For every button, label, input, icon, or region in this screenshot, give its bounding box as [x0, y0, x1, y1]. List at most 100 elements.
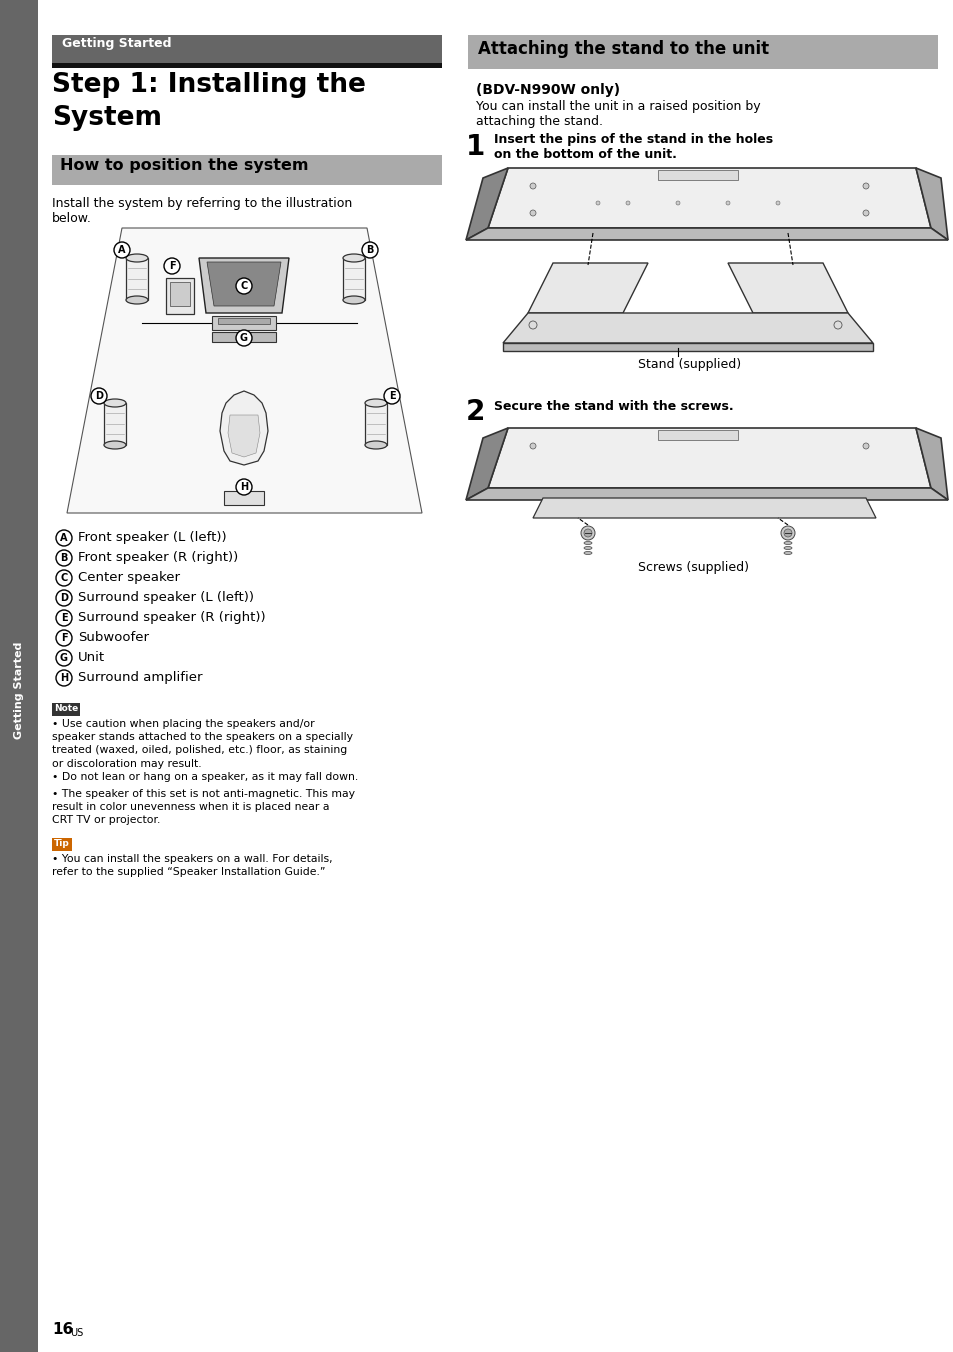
Polygon shape [199, 258, 289, 314]
Text: Unit: Unit [78, 652, 105, 664]
Bar [52, 703, 80, 717]
Polygon shape [465, 488, 947, 500]
Text: • Use caution when placing the speakers and/or
speaker stands attached to the sp: • Use caution when placing the speakers … [52, 719, 353, 768]
Circle shape [56, 530, 71, 546]
Bar [468, 35, 937, 69]
Ellipse shape [126, 254, 148, 262]
Circle shape [862, 443, 868, 449]
Polygon shape [465, 228, 947, 241]
Text: US: US [70, 1328, 83, 1338]
Bar [52, 35, 441, 64]
Circle shape [583, 529, 592, 537]
Text: F: F [169, 261, 175, 270]
Circle shape [56, 630, 71, 646]
Text: Front speaker (L (left)): Front speaker (L (left)) [78, 531, 227, 544]
Text: F: F [61, 633, 68, 644]
Ellipse shape [343, 254, 365, 262]
Circle shape [625, 201, 629, 206]
Circle shape [56, 589, 71, 606]
Text: below.: below. [52, 212, 91, 224]
Text: System: System [52, 105, 162, 131]
Ellipse shape [783, 546, 791, 549]
Ellipse shape [343, 296, 365, 304]
Text: Screws (supplied): Screws (supplied) [638, 561, 748, 575]
Circle shape [775, 201, 780, 206]
Text: E: E [61, 612, 68, 623]
Text: Step 1: Installing the: Step 1: Installing the [52, 72, 366, 97]
Text: Surround speaker (L (left)): Surround speaker (L (left)) [78, 591, 253, 604]
Polygon shape [915, 168, 947, 241]
Text: • Do not lean or hang on a speaker, as it may fall down.: • Do not lean or hang on a speaker, as i… [52, 772, 358, 781]
Text: D: D [95, 391, 103, 402]
Circle shape [164, 258, 180, 274]
Bar [365, 403, 387, 445]
Bar [212, 333, 275, 342]
Circle shape [530, 210, 536, 216]
Polygon shape [207, 262, 281, 306]
Bar [170, 283, 190, 306]
Circle shape [530, 183, 536, 189]
Bar [52, 64, 441, 68]
Text: H: H [60, 673, 68, 683]
Text: attaching the stand.: attaching the stand. [476, 115, 602, 128]
Text: You can install the unit in a raised position by: You can install the unit in a raised pos… [476, 100, 760, 114]
Text: Surround amplifier: Surround amplifier [78, 671, 202, 684]
Polygon shape [488, 168, 930, 228]
Text: Stand (supplied): Stand (supplied) [638, 358, 740, 370]
Circle shape [56, 571, 71, 585]
Circle shape [580, 526, 595, 539]
Polygon shape [533, 498, 875, 518]
Text: Subwoofer: Subwoofer [78, 631, 149, 644]
Text: Attaching the stand to the unit: Attaching the stand to the unit [477, 41, 768, 58]
Circle shape [862, 210, 868, 216]
Circle shape [862, 183, 868, 189]
Circle shape [725, 201, 729, 206]
Ellipse shape [126, 296, 148, 304]
Text: • You can install the speakers on a wall. For details,
refer to the supplied “Sp: • You can install the speakers on a wall… [52, 854, 333, 877]
Polygon shape [527, 264, 647, 314]
Text: Install the system by referring to the illustration: Install the system by referring to the i… [52, 197, 352, 210]
Polygon shape [220, 391, 268, 465]
Text: E: E [388, 391, 395, 402]
Text: 16: 16 [52, 1322, 73, 1337]
Text: Getting Started: Getting Started [14, 641, 24, 738]
Polygon shape [727, 264, 847, 314]
Text: G: G [60, 653, 68, 662]
Ellipse shape [104, 399, 126, 407]
Polygon shape [502, 343, 872, 352]
Circle shape [596, 201, 599, 206]
Polygon shape [465, 429, 507, 500]
Ellipse shape [365, 441, 387, 449]
Bar [224, 491, 264, 506]
Circle shape [113, 242, 130, 258]
Bar [104, 403, 126, 445]
Bar [0, 0, 38, 1352]
Circle shape [833, 320, 841, 329]
Text: A: A [60, 533, 68, 544]
Text: A: A [118, 245, 126, 256]
Text: Getting Started: Getting Started [62, 37, 172, 50]
Circle shape [384, 388, 399, 404]
Bar [52, 838, 71, 850]
Circle shape [529, 320, 537, 329]
Circle shape [56, 550, 71, 566]
Bar [218, 318, 270, 324]
Text: Surround speaker (R (right)): Surround speaker (R (right)) [78, 611, 265, 625]
Bar [343, 258, 365, 300]
Text: • The speaker of this set is not anti-magnetic. This may
result in color unevenn: • The speaker of this set is not anti-ma… [52, 790, 355, 826]
Circle shape [235, 330, 252, 346]
Bar [52, 155, 441, 185]
Text: 2: 2 [465, 397, 485, 426]
Circle shape [235, 479, 252, 495]
Circle shape [56, 650, 71, 667]
Circle shape [781, 526, 794, 539]
Circle shape [530, 443, 536, 449]
Polygon shape [67, 228, 421, 512]
Bar [212, 316, 275, 330]
Ellipse shape [104, 441, 126, 449]
Bar [658, 170, 738, 180]
Circle shape [676, 201, 679, 206]
Circle shape [91, 388, 107, 404]
Ellipse shape [583, 552, 592, 554]
Polygon shape [502, 314, 872, 343]
